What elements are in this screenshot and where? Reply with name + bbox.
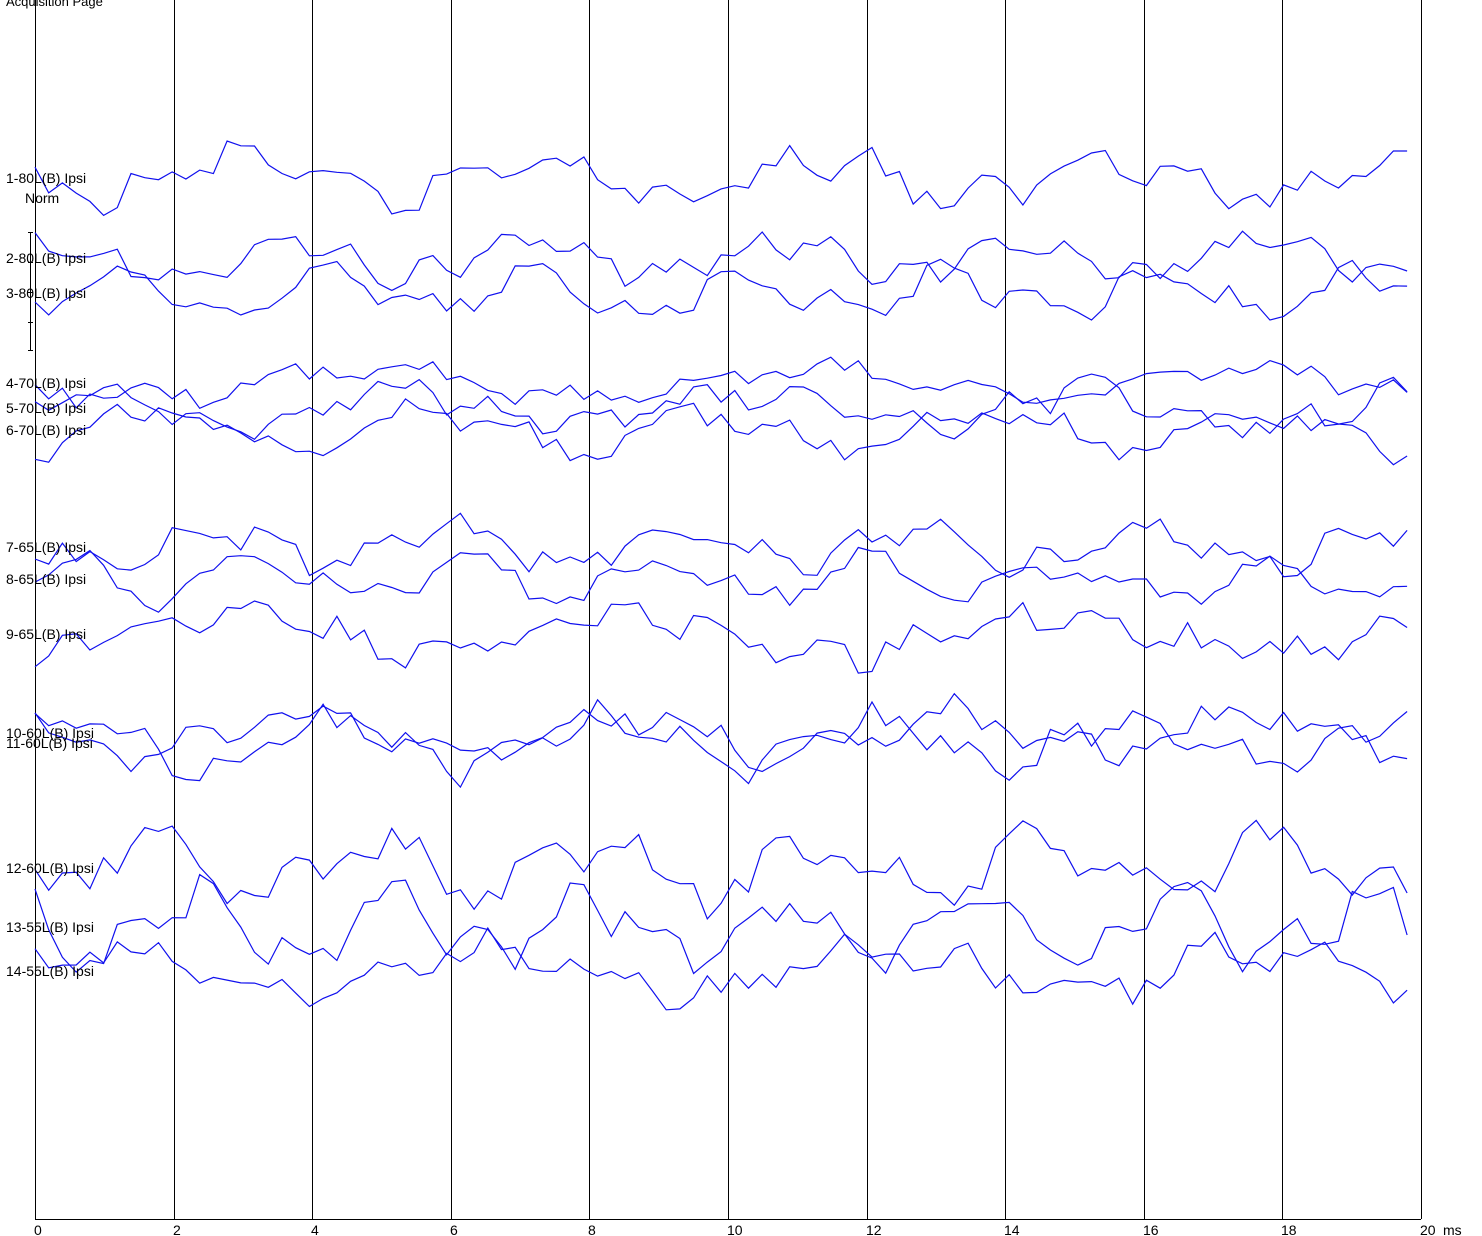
trace-line bbox=[34, 692, 1408, 773]
trace-line bbox=[34, 230, 1408, 292]
trace-line bbox=[34, 356, 1408, 410]
trace-label: 8-65L(B) Ipsi bbox=[6, 571, 86, 587]
x-tick-label: 14 bbox=[1004, 1222, 1020, 1236]
x-tick-label: 10 bbox=[727, 1222, 743, 1236]
trace-line bbox=[34, 698, 1408, 789]
page-title: Acquisition Page bbox=[6, 0, 103, 9]
x-tick-label: 2 bbox=[173, 1222, 181, 1236]
trace-line bbox=[34, 373, 1408, 441]
x-tick-label: 12 bbox=[866, 1222, 882, 1236]
x-tick-label: 8 bbox=[588, 1222, 596, 1236]
trace-label: 9-65L(B) Ipsi bbox=[6, 626, 86, 642]
trace-labels: 1-80L(B) Ipsi 2-80L(B) Ipsi 3-80L(B) Ipsi 4… bbox=[6, 170, 94, 979]
trace-line bbox=[34, 258, 1408, 321]
trace-label: 1-80L(B) Ipsi bbox=[6, 170, 86, 186]
x-axis: 0 2 4 6 8 10 12 14 16 18 20 ms bbox=[28, 232, 1462, 1236]
trace-label: 4-70L(B) Ipsi bbox=[6, 375, 86, 391]
trace-line bbox=[34, 140, 1408, 217]
x-tick-label: 20 bbox=[1420, 1222, 1436, 1236]
trace-line bbox=[34, 819, 1408, 921]
trace-line bbox=[34, 926, 1408, 1011]
trace-line bbox=[34, 600, 1408, 674]
trace-label: 10-60L(B) Ipsi bbox=[6, 725, 94, 741]
x-unit-label: ms bbox=[1443, 1222, 1462, 1236]
trace-label: 5-70L(B) Ipsi bbox=[6, 400, 86, 416]
trace-line bbox=[34, 873, 1408, 975]
trace-line bbox=[34, 512, 1408, 578]
grid-lines bbox=[35, 0, 1422, 1219]
trace-label: 13-55L(B) Ipsi bbox=[6, 919, 94, 935]
x-tick-label: 18 bbox=[1281, 1222, 1297, 1236]
x-tick-label: 6 bbox=[450, 1222, 458, 1236]
x-tick-label: 16 bbox=[1143, 1222, 1159, 1236]
trace-label: 3-80L(B) Ipsi bbox=[6, 285, 86, 301]
trace-lines bbox=[34, 140, 1408, 1011]
trace-line bbox=[34, 546, 1408, 613]
trace-label: 6-70L(B) Ipsi bbox=[6, 422, 86, 438]
x-tick-label: 0 bbox=[34, 1222, 42, 1236]
trace-label: 14-55L(B) Ipsi bbox=[6, 963, 94, 979]
trace-line bbox=[34, 398, 1408, 466]
norm-label: Norm bbox=[25, 190, 59, 206]
trace-label: 2-80L(B) Ipsi bbox=[6, 250, 86, 266]
trace-label: 11-60L(B) Ipsi bbox=[6, 735, 93, 751]
trace-label: 12-60L(B) Ipsi bbox=[6, 860, 94, 876]
trace-label: 7-65L(B) Ipsi bbox=[6, 539, 86, 555]
x-tick-label: 4 bbox=[311, 1222, 319, 1236]
